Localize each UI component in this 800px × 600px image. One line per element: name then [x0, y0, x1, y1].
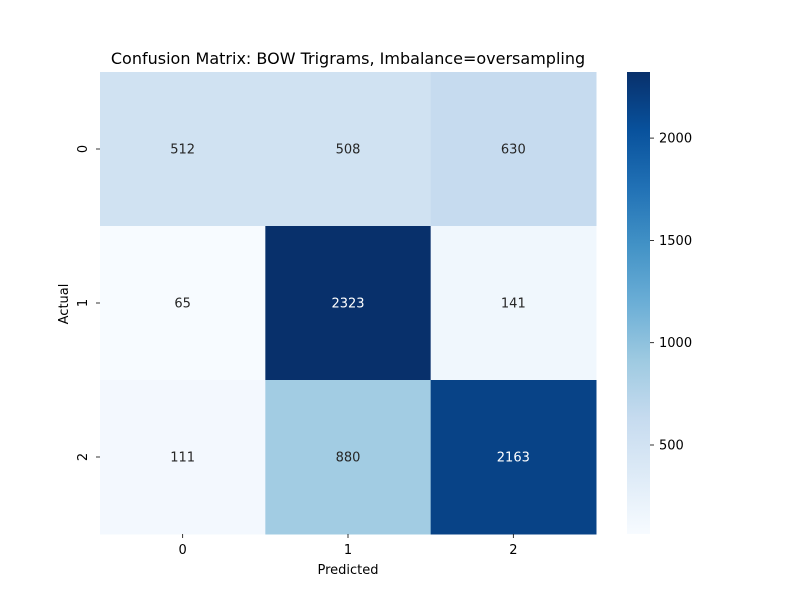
y-tick-label: 1	[76, 299, 91, 307]
cell-value-label: 512	[170, 143, 195, 158]
colorbar-tick-label: 500	[659, 438, 684, 453]
heatmap-cell	[265, 226, 432, 381]
cell-value-label: 2163	[497, 451, 530, 466]
heatmap-cell	[100, 226, 266, 381]
colorbar-tick-label: 1000	[659, 336, 692, 351]
cell-value-label: 630	[501, 143, 526, 158]
y-axis-ticks: 0 1 2	[76, 145, 100, 461]
x-axis-label: Predicted	[317, 563, 378, 578]
colorbar-tick-label: 2000	[659, 132, 692, 147]
heatmap-cell	[430, 380, 597, 535]
x-axis-ticks: 0 1 2	[179, 534, 517, 558]
cell-value-label: 141	[501, 297, 526, 312]
colorbar-tick-label: 1500	[659, 234, 692, 249]
heatmap-cells	[100, 72, 597, 535]
colorbar	[627, 72, 650, 534]
cell-value-label: 508	[336, 143, 361, 158]
cell-value-label: 111	[170, 451, 195, 466]
cell-value-labels: 512 508 630 65 2323 141 111 880 2163	[170, 143, 530, 466]
heatmap-cell	[265, 72, 432, 227]
x-tick-label: 1	[344, 543, 352, 558]
heatmap-cell	[100, 380, 266, 535]
heatmap-cell	[430, 226, 597, 381]
chart-title: Confusion Matrix: BOW Trigrams, Imbalanc…	[111, 49, 585, 68]
heatmap-cell	[265, 380, 432, 535]
cell-value-label: 2323	[331, 297, 364, 312]
cell-value-label: 65	[174, 297, 191, 312]
cell-value-label: 880	[336, 451, 361, 466]
y-axis-label: Actual	[57, 284, 72, 325]
x-tick-label: 0	[179, 543, 187, 558]
y-tick-label: 0	[76, 145, 91, 153]
heatmap-cell	[430, 72, 597, 227]
y-tick-label: 2	[76, 453, 91, 461]
x-tick-label: 2	[509, 543, 517, 558]
heatmap-cell	[100, 72, 266, 227]
colorbar-ticks: 500 1000 1500 2000	[650, 132, 692, 453]
